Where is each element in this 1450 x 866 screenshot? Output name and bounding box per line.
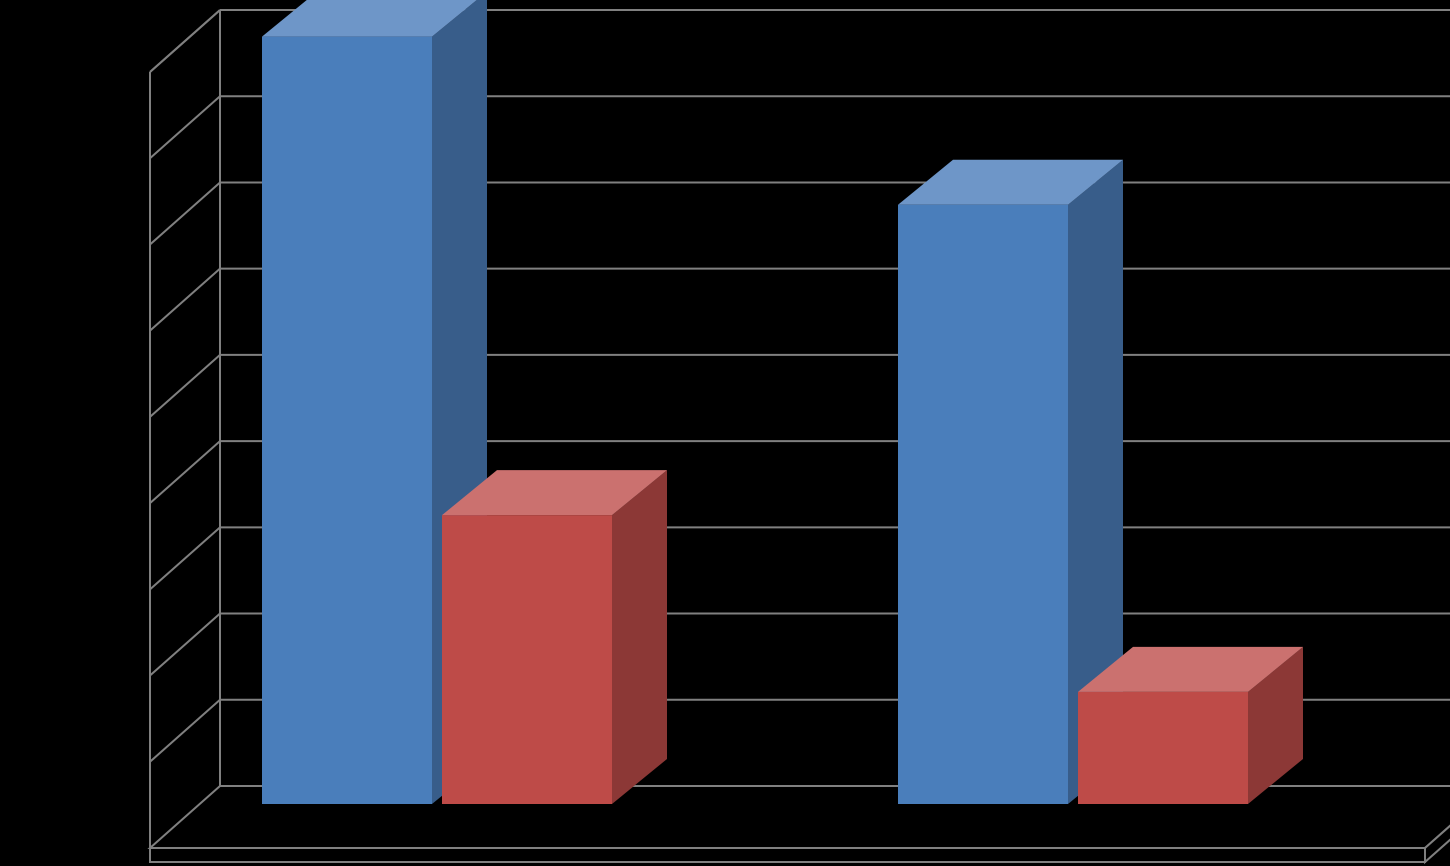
bar-front bbox=[262, 37, 432, 804]
bar-side bbox=[612, 470, 667, 804]
bar-front bbox=[898, 205, 1068, 804]
floor-riser-front bbox=[150, 848, 1425, 862]
bar-front bbox=[1078, 692, 1248, 804]
bar-front bbox=[442, 515, 612, 804]
bar-chart-3d bbox=[0, 0, 1450, 866]
